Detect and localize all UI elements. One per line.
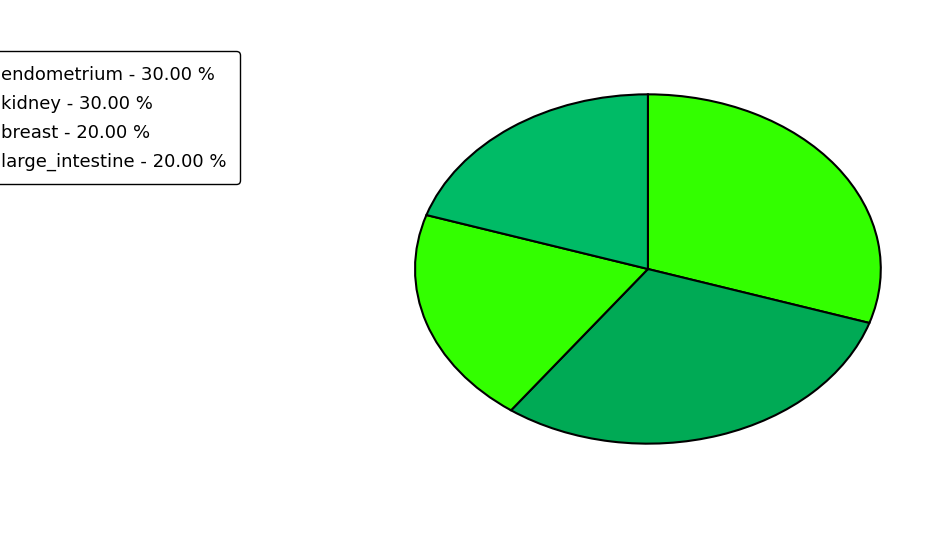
Wedge shape	[426, 94, 648, 269]
Wedge shape	[511, 269, 870, 444]
Legend: endometrium - 30.00 %, kidney - 30.00 %, breast - 20.00 %, large_intestine - 20.: endometrium - 30.00 %, kidney - 30.00 %,…	[0, 51, 239, 184]
Wedge shape	[415, 215, 648, 410]
Wedge shape	[648, 94, 881, 323]
